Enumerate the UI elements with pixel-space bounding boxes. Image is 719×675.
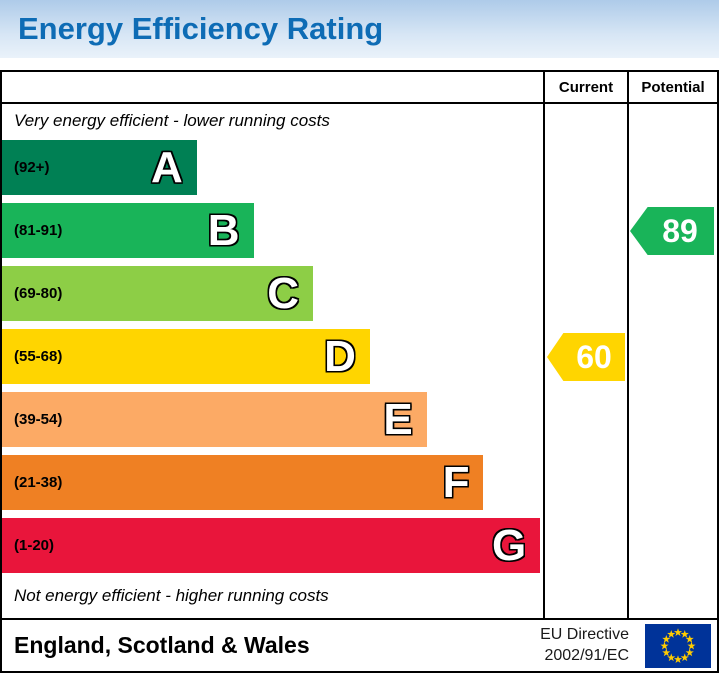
band-range-label: (39-54) (14, 411, 63, 428)
band-row-c: (69-80) C (2, 266, 543, 321)
band-bar-d: (55-68) D (2, 329, 370, 384)
eu-directive-label: EU Directive 2002/91/EC (540, 625, 629, 667)
band-row-e: (39-54) E (2, 392, 543, 447)
title-bar: Energy Efficiency Rating (0, 0, 719, 58)
current-rating-arrow: 60 (547, 333, 625, 381)
eu-directive-line2: 2002/91/EC (544, 646, 629, 664)
band-bar-a: (92+) A (2, 140, 197, 195)
band-bar-c: (69-80) C (2, 266, 314, 321)
band-row-b: (81-91) B (2, 203, 543, 258)
eu-flag-star (673, 654, 683, 663)
region-label: England, Scotland & Wales (14, 632, 310, 658)
band-chart: Very energy efficient - lower running co… (2, 106, 543, 611)
band-range-label: (69-80) (14, 285, 63, 302)
band-bar-e: (39-54) E (2, 392, 427, 447)
eu-flag-star (667, 629, 676, 638)
current-column-header: Current (558, 78, 614, 96)
eu-flag-star (660, 641, 669, 649)
band-range-label: (92+) (14, 159, 50, 176)
current-column-divider (543, 72, 545, 618)
page-title: Energy Efficiency Rating (18, 11, 384, 46)
eu-flag-star (685, 634, 694, 643)
bottom-note: Not energy efficient - higher running co… (14, 586, 329, 605)
eu-flag-star (687, 641, 696, 649)
band-letter: G (492, 520, 527, 570)
column-header-row: Current Potential (2, 72, 717, 104)
band-range-label: (81-91) (14, 222, 63, 239)
top-note: Very energy efficient - lower running co… (14, 111, 330, 130)
rating-table: Current Potential Very energy efficient … (0, 70, 719, 673)
potential-rating-value: 89 (662, 212, 698, 249)
eu-flag-star (673, 627, 683, 636)
band-row-a: (92+) A (2, 140, 543, 195)
current-rating-value: 60 (576, 338, 612, 375)
band-letter: A (150, 142, 183, 192)
band-bar-g: (1-20) G (2, 518, 541, 573)
band-bar-b: (81-91) B (2, 203, 254, 258)
band-letter: F (442, 457, 470, 507)
band-letter: C (267, 268, 300, 318)
potential-column-header: Potential (641, 78, 705, 96)
band-bar-f: (21-38) F (2, 455, 484, 510)
band-letter: D (324, 331, 356, 381)
footer-row: England, Scotland & Wales EU Directive 2… (2, 620, 717, 671)
eu-flag-star (662, 634, 671, 643)
band-range-label: (1-20) (14, 537, 55, 554)
potential-rating-arrow: 89 (630, 207, 714, 255)
band-letter: B (207, 205, 240, 255)
footer-separator (2, 618, 717, 620)
band-row-f: (21-38) F (2, 455, 543, 510)
band-range-label: (21-38) (14, 474, 63, 491)
eu-flag-icon (645, 623, 711, 668)
eu-directive-line1: EU Directive (540, 625, 629, 643)
potential-column-divider (627, 72, 629, 618)
band-range-label: (55-68) (14, 348, 63, 365)
eu-flag-star (685, 647, 694, 656)
eu-flag-star (680, 629, 689, 638)
eu-flag-star (662, 647, 671, 656)
band-row-d: (55-68) D (2, 329, 543, 384)
eu-flag-star (680, 652, 689, 661)
band-row-g: (1-20) G (2, 518, 543, 573)
band-letter: E (383, 394, 413, 444)
eu-flag-star (667, 652, 676, 661)
